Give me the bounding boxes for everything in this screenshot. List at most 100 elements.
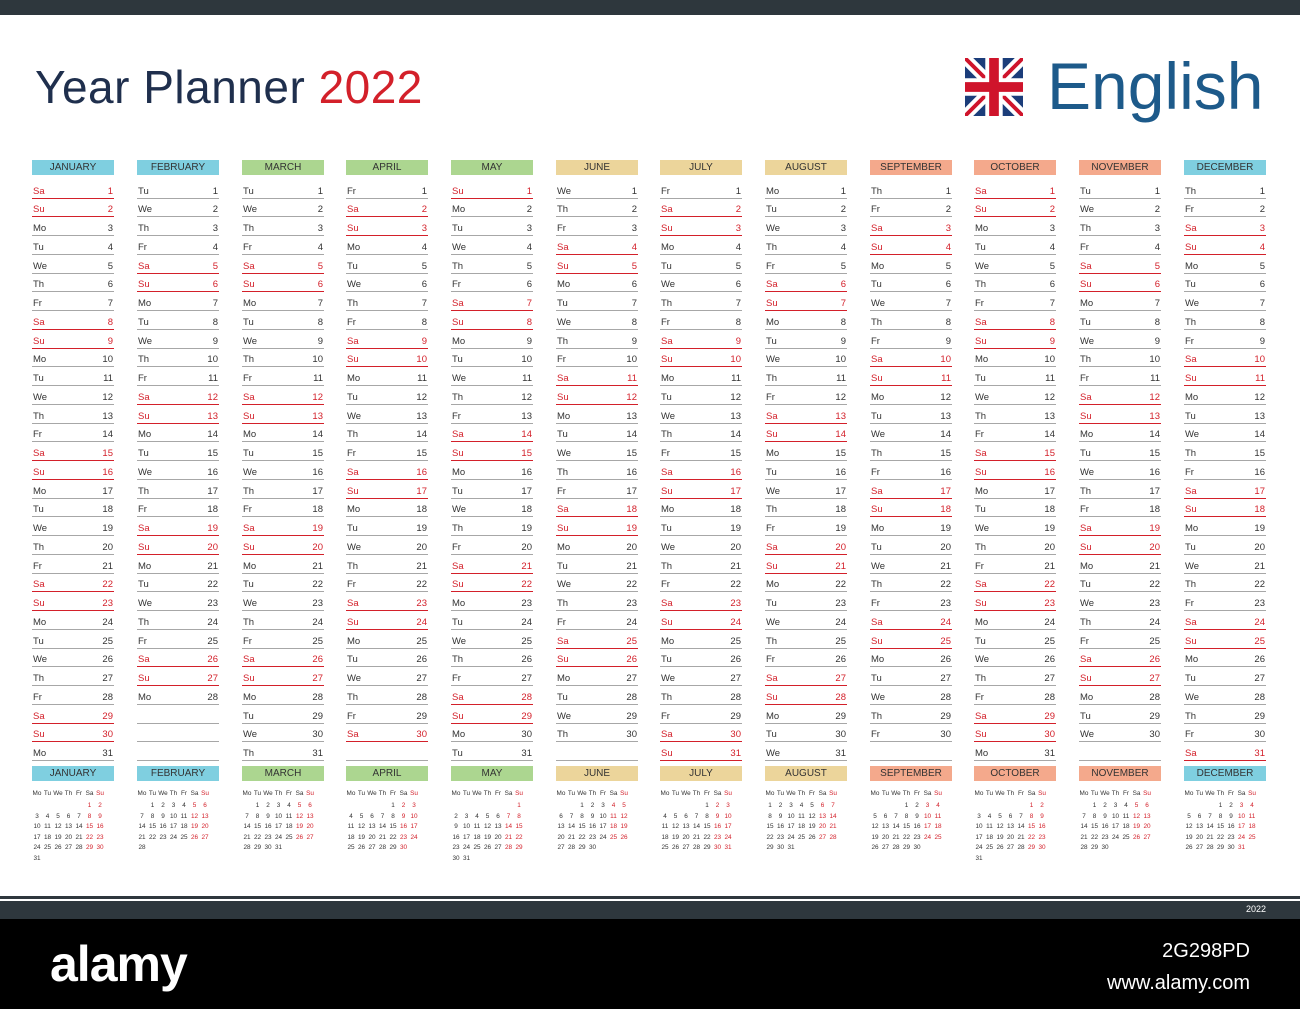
day-row: Su 2 (974, 199, 1056, 218)
weekday-label: Mo (661, 241, 675, 253)
mini-day-number: 9 (915, 812, 919, 820)
day-row: Mo 27 (556, 668, 638, 687)
mini-day-number: 1 (768, 802, 772, 809)
day-row: Su 6 (242, 274, 324, 293)
day-row: Sa 25 (556, 630, 638, 649)
day-row: Tu 1 (137, 180, 219, 199)
day-number: 24 (626, 616, 637, 628)
day-number: 27 (626, 673, 637, 685)
weekday-label: Sa (1080, 260, 1092, 272)
day-row: Mo 12 (870, 386, 952, 405)
day-row: Sa 15 (32, 443, 114, 462)
day-row: Mo 2 (451, 199, 533, 218)
mini-day-number: 18 (609, 823, 618, 830)
day-row: Tu 21 (556, 555, 638, 574)
month-header: APRIL (346, 160, 428, 175)
weekday-label: Mo (138, 298, 152, 310)
weekday-label: Th (766, 373, 778, 385)
weekday-label: Fr (452, 541, 461, 553)
day-number: 13 (102, 410, 113, 422)
day-row: We 27 (346, 668, 428, 687)
empty-day-row (137, 705, 219, 724)
mini-day-number: 23 (713, 833, 722, 841)
day-number: 17 (416, 485, 427, 497)
day-number: 30 (835, 729, 846, 741)
weekday-label: Su (347, 485, 359, 497)
weekday-label: Tu (661, 654, 672, 666)
mini-day-number: 9 (1040, 812, 1044, 820)
mini-day-number: 14 (75, 823, 83, 830)
weekday-label: We (347, 673, 362, 685)
weekday-label: Th (347, 429, 359, 441)
mini-month-header: SEPTEMBER (870, 766, 952, 781)
day-number: 5 (1259, 260, 1265, 272)
mini-weekday-label: Sa (85, 790, 94, 797)
weekday-label: We (871, 429, 886, 441)
mini-day-number: 21 (567, 833, 576, 841)
day-number: 23 (1044, 598, 1055, 610)
weekday-label: Th (975, 673, 987, 685)
weekday-label: Su (871, 373, 883, 385)
day-row: Fr 25 (1079, 630, 1161, 649)
day-row: Su 3 (660, 218, 742, 237)
mini-day-number: 11 (1248, 812, 1256, 820)
day-row: Th 24 (1079, 611, 1161, 630)
mini-day-number: 31 (724, 844, 732, 851)
weekday-label: Fr (138, 373, 147, 385)
day-row: We 25 (451, 630, 533, 649)
weekday-label: Tu (33, 241, 44, 253)
weekday-label: We (871, 298, 886, 310)
day-row: Mo 29 (765, 705, 847, 724)
day-row: Tu 20 (1184, 536, 1266, 555)
weekday-label: Mo (452, 598, 466, 610)
mini-day-number: 6 (684, 812, 688, 820)
day-row: Th 10 (137, 349, 219, 368)
weekday-label: Th (975, 541, 987, 553)
mini-day-number: 8 (768, 812, 772, 820)
day-number: 3 (1154, 223, 1160, 235)
mini-day-number: 24 (724, 833, 732, 841)
day-number: 31 (312, 748, 323, 760)
weekday-label: Tu (1080, 316, 1091, 328)
mini-day-number: 24 (462, 844, 471, 851)
mini-day-number: 25 (661, 844, 669, 851)
day-number: 21 (1149, 560, 1160, 572)
day-row: We 21 (1184, 555, 1266, 574)
weekday-label: Fr (452, 279, 461, 291)
day-row: Sa 20 (765, 536, 847, 555)
day-row: Th 15 (1184, 443, 1266, 462)
day-number: 4 (526, 241, 532, 253)
mini-day-number: 15 (902, 823, 911, 830)
day-number: 17 (1044, 485, 1055, 497)
mini-day-number: 19 (1185, 833, 1193, 841)
day-number: 8 (1154, 316, 1160, 328)
day-number: 26 (312, 654, 323, 666)
day-number: 10 (1149, 354, 1160, 366)
weekday-label: Th (243, 354, 255, 366)
day-number: 3 (945, 223, 951, 235)
weekday-label: Mo (557, 673, 571, 685)
day-row: Mo 8 (765, 311, 847, 330)
day-number: 7 (421, 298, 427, 310)
weekday-label: Fr (661, 579, 670, 591)
weekday-label: We (347, 410, 362, 422)
day-number: 10 (102, 354, 113, 366)
weekday-label: Fr (138, 635, 147, 647)
mini-day-number: 29 (902, 844, 911, 851)
mini-weekday-label: Mo (1184, 790, 1194, 797)
mini-day-number: 1 (391, 802, 395, 809)
day-row: Sa 12 (242, 386, 324, 405)
day-number: 24 (1254, 616, 1265, 628)
mini-day-number: 18 (797, 823, 806, 830)
day-number: 18 (416, 504, 427, 516)
day-row: Mo 7 (1079, 293, 1161, 312)
day-number: 9 (421, 335, 427, 347)
day-number: 30 (1044, 729, 1055, 741)
weekday-label: Fr (975, 560, 984, 572)
mini-day-number: 4 (475, 812, 479, 820)
footer-year: 2022 (1245, 904, 1266, 914)
day-row: Mo 3 (32, 218, 114, 237)
day-row: Sa 26 (242, 649, 324, 668)
day-row: Fr 28 (32, 686, 114, 705)
day-row: We 4 (451, 236, 533, 255)
